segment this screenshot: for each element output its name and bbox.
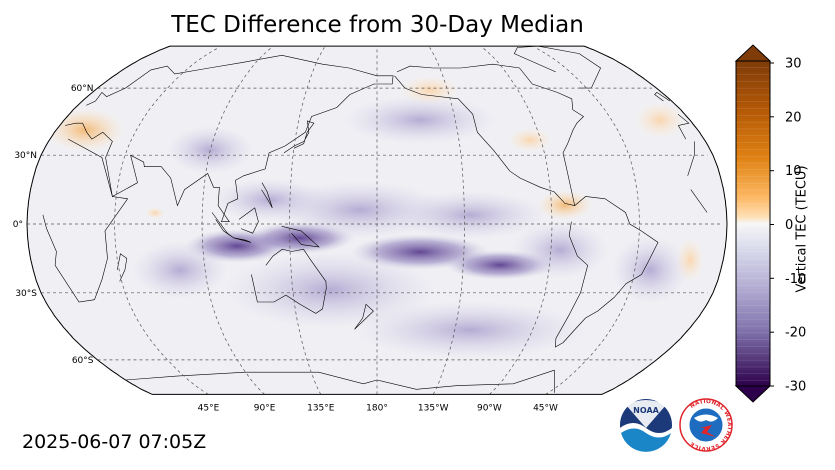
timestamp: 2025-06-07 07:05Z bbox=[22, 431, 207, 453]
colorbar-tick-label: -10 bbox=[785, 272, 806, 287]
map-area bbox=[27, 46, 727, 395]
gridlines bbox=[27, 47, 722, 395]
longitude-label: 90°E bbox=[254, 403, 276, 413]
latitude-label: 60°S bbox=[72, 356, 94, 366]
colorbar-tick-label: 0 bbox=[785, 218, 793, 233]
colorbar: 30 20 10 0 -10 -20 -30 bbox=[734, 44, 806, 403]
colorbar-tick-label: 10 bbox=[785, 164, 802, 179]
colorbar-tick-label: 30 bbox=[785, 57, 802, 72]
colorbar-tick-label: 20 bbox=[785, 110, 802, 125]
longitude-label: 180° bbox=[366, 403, 388, 413]
longitude-label: 45°E bbox=[198, 403, 220, 413]
colorbar-extend-top bbox=[734, 44, 772, 62]
longitude-label: 90°W bbox=[477, 403, 502, 413]
colorbar-extend-bottom bbox=[734, 385, 772, 403]
noaa-logo-text: NOAA bbox=[633, 406, 659, 415]
longitude-label: 135°E bbox=[307, 403, 335, 413]
colorbar-ticks: 30 20 10 0 -10 -20 -30 bbox=[770, 57, 806, 395]
longitude-label: 45°W bbox=[533, 403, 558, 413]
noaa-logo: NOAA bbox=[620, 399, 672, 458]
coastlines bbox=[42, 46, 708, 393]
tec-anomaly-field bbox=[45, 76, 704, 360]
figure-title: TEC Difference from 30-Day Median bbox=[171, 12, 584, 38]
latitude-label: 60°N bbox=[71, 84, 94, 94]
map-border bbox=[26, 45, 728, 395]
longitude-labels: 45°E 90°E 135°E 180° 135°W 90°W 45°W bbox=[198, 403, 558, 413]
latitude-labels: 60°N 30°N 0° 30°S 60°S bbox=[13, 84, 94, 366]
colorbar-tick-label: -20 bbox=[785, 326, 806, 341]
latitude-label: 0° bbox=[13, 220, 23, 230]
latitude-label: 30°N bbox=[14, 151, 37, 161]
latitude-label: 30°S bbox=[15, 289, 37, 299]
colorbar-tick-label: -30 bbox=[785, 380, 806, 395]
longitude-label: 135°W bbox=[418, 403, 449, 413]
colorbar-label: Vertical TEC (TECU) bbox=[794, 165, 810, 293]
nws-logo: NATIONAL WEATHER SERVICE bbox=[679, 398, 733, 452]
